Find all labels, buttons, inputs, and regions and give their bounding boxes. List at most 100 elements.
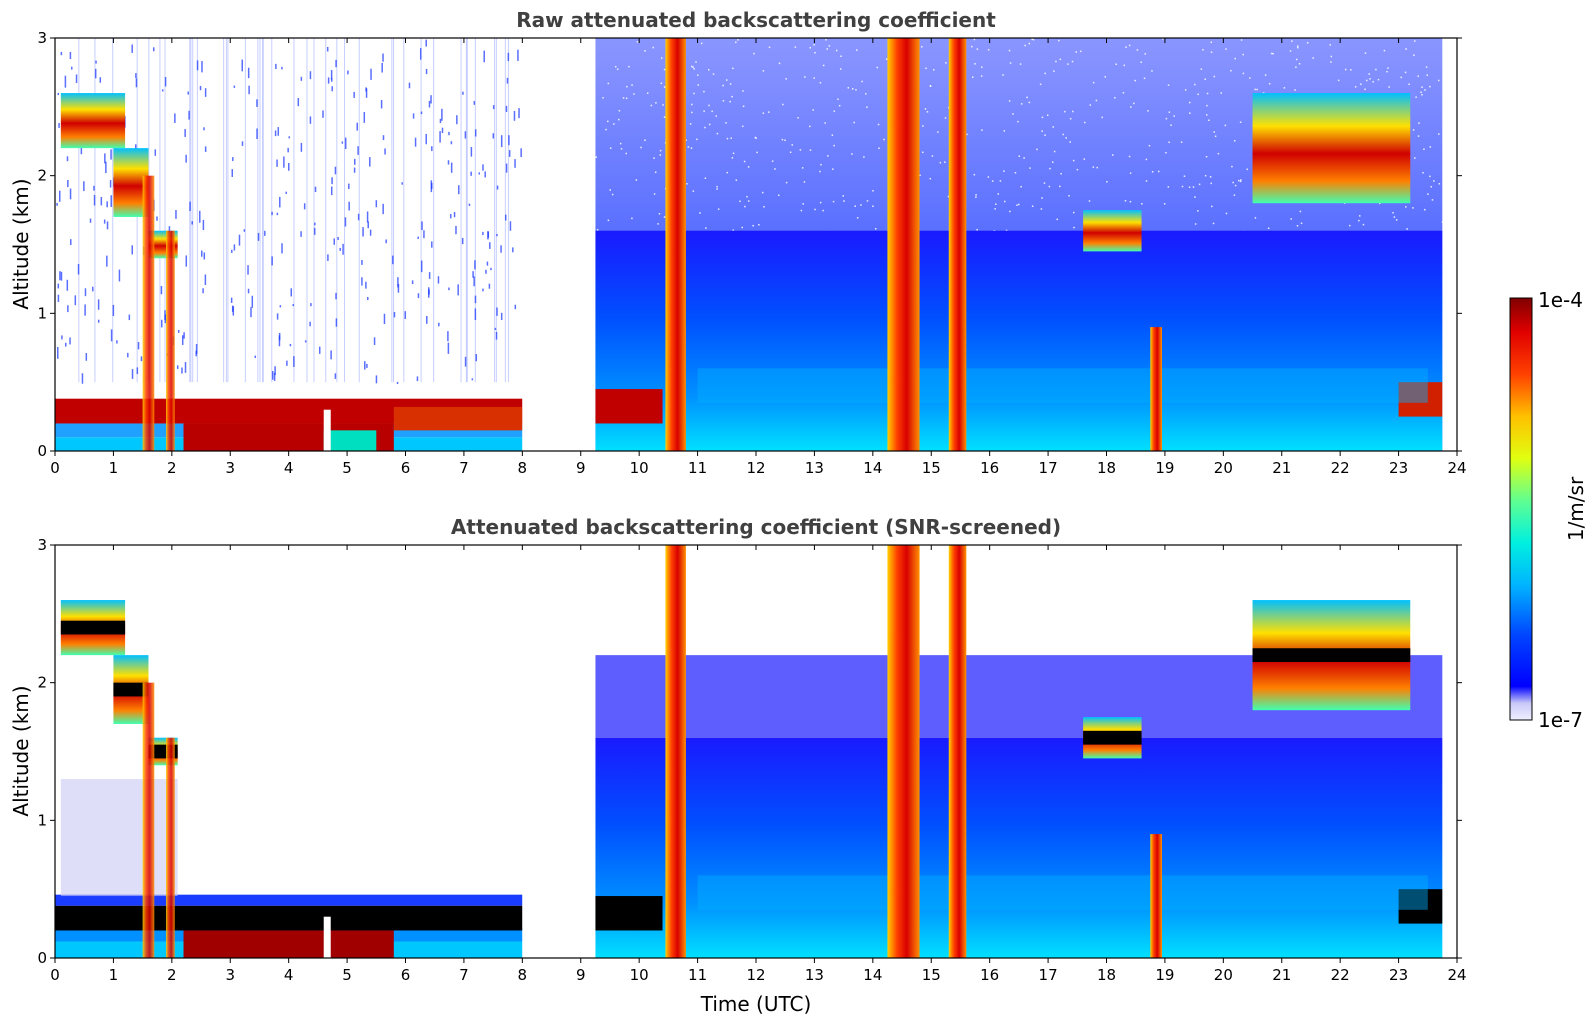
noise-speckle — [1128, 44, 1131, 47]
noise-speckle — [1002, 74, 1004, 76]
noise-speckle — [1165, 151, 1167, 154]
noise-speckle — [1188, 101, 1191, 104]
noise-speckle — [1224, 124, 1227, 127]
noise-speckle — [931, 155, 934, 157]
noise-speckle — [330, 350, 332, 360]
noise-speckle — [837, 98, 839, 101]
noise-speckle — [289, 343, 292, 347]
noise-speckle — [331, 177, 333, 185]
noise-speckle — [1180, 141, 1183, 143]
noise-speckle — [57, 283, 60, 289]
noise-speckle — [1365, 79, 1368, 82]
cloud-layer — [60, 93, 126, 149]
noise-speckle — [1009, 62, 1012, 64]
noise-speckle — [618, 118, 620, 121]
noise-speckle — [106, 255, 108, 267]
colorbar-min-label: 1e-7 — [1538, 708, 1583, 732]
noise-speckle — [712, 73, 715, 75]
cloud-core — [113, 682, 149, 697]
noise-streak — [393, 38, 395, 383]
noise-speckle — [75, 74, 78, 83]
noise-speckle — [1095, 99, 1098, 102]
noise-speckle — [687, 146, 690, 148]
noise-speckle — [1003, 200, 1006, 203]
noise-speckle — [314, 186, 317, 192]
noise-speckle — [309, 116, 312, 124]
noise-speckle — [755, 137, 757, 139]
x-tick-label: 0 — [50, 459, 60, 477]
noise-speckle — [1041, 116, 1044, 119]
noise-speckle — [1055, 60, 1057, 63]
noise-speckle — [464, 356, 467, 367]
data-gap — [522, 545, 596, 958]
noise-speckle — [512, 247, 514, 253]
noise-speckle — [517, 49, 519, 61]
noise-speckle — [1167, 186, 1170, 188]
noise-speckle — [365, 281, 367, 289]
noise-speckle — [1392, 211, 1394, 214]
noise-speckle — [716, 132, 719, 135]
noise-speckle — [1369, 78, 1371, 80]
noise-speckle — [704, 177, 707, 179]
noise-speckle — [470, 171, 472, 176]
noise-speckle — [1404, 71, 1407, 74]
noise-speckle — [1012, 113, 1014, 115]
noise-speckle — [696, 138, 698, 141]
noise-streak — [358, 38, 360, 383]
noise-speckle — [777, 194, 780, 196]
noise-speckle — [110, 149, 112, 160]
noise-speckle — [353, 167, 356, 173]
x-tick-label: 9 — [576, 459, 586, 477]
noise-speckle — [1046, 114, 1049, 116]
noise-speckle — [105, 161, 107, 174]
noise-speckle — [431, 146, 433, 152]
noise-speckle — [659, 154, 662, 156]
noise-speckle — [1233, 194, 1236, 196]
noise-speckle — [504, 214, 507, 221]
noise-speckle — [947, 195, 950, 198]
noise-speckle — [825, 38, 827, 41]
noise-speckle — [1084, 121, 1086, 124]
noise-speckle — [69, 51, 72, 60]
noise-speckle — [1044, 72, 1046, 75]
surface-layer — [323, 430, 377, 451]
noise-speckle — [1145, 180, 1148, 182]
noise-speckle — [885, 58, 888, 60]
noise-speckle — [691, 65, 693, 68]
noise-speckle — [1122, 92, 1125, 94]
noise-speckle — [660, 82, 663, 85]
noise-speckle — [66, 156, 69, 162]
noise-speckle — [924, 108, 927, 110]
noise-speckle — [730, 137, 732, 139]
noise-speckle — [804, 76, 806, 78]
noise-speckle — [1067, 63, 1069, 65]
noise-speckle — [725, 122, 727, 124]
noise-speckle — [1044, 134, 1046, 136]
noise-speckle — [876, 66, 879, 69]
noise-speckle — [812, 109, 814, 111]
x-tick-label: 0 — [50, 966, 60, 984]
noise-speckle — [856, 49, 858, 51]
noise-speckle — [297, 97, 300, 107]
noise-speckle — [456, 115, 458, 125]
noise-speckle — [248, 85, 250, 95]
noise-speckle — [1145, 158, 1148, 161]
screened-backscatter-panel: Attenuated backscattering coefficient (S… — [9, 515, 1467, 1016]
noise-speckle — [763, 206, 765, 208]
x-tick-label: 23 — [1389, 459, 1408, 477]
noise-speckle — [136, 367, 139, 375]
y-tick-label: 2 — [37, 674, 47, 692]
noise-speckle — [883, 138, 885, 141]
noise-speckle — [174, 113, 176, 123]
noise-speckle — [1429, 175, 1431, 178]
noise-speckle — [304, 340, 307, 343]
noise-speckle — [334, 373, 337, 379]
noise-speckle — [300, 76, 303, 81]
noise-speckle — [203, 252, 206, 260]
noise-speckle — [274, 366, 276, 375]
noise-speckle — [425, 68, 428, 75]
noise-streak — [336, 38, 338, 383]
noise-speckle — [231, 305, 234, 312]
precipitation-streak — [887, 545, 920, 958]
